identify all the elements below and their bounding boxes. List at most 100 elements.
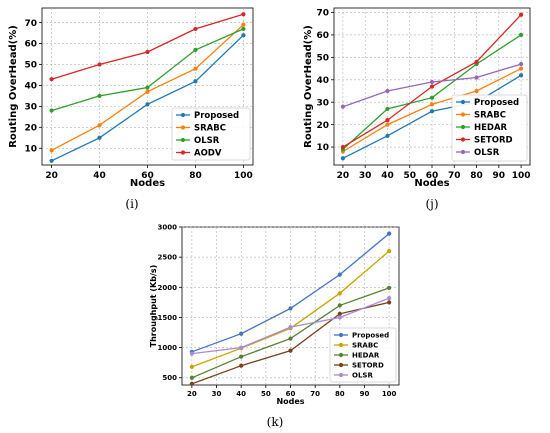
x-tick-label: 30 [212,390,222,398]
x-tick-label: 70 [448,171,461,181]
data-point-hedar [387,285,392,291]
y-tick-label: 10 [316,143,329,153]
legend-swatch-marker [180,125,186,130]
x-tick-label: 40 [381,171,394,181]
chart-caption: (k) [267,415,284,429]
legend-swatch-marker [180,137,186,143]
data-point-setord [474,59,479,64]
data-point-olsr [288,325,293,330]
y-tick-label: 20 [24,123,37,133]
y-tick-label: 3000 [158,223,178,231]
data-point-srabc [189,364,194,370]
data-point-proposed [239,331,244,336]
data-point-hedar [385,106,390,112]
data-point-proposed [288,306,293,311]
x-tick-label: 90 [360,390,370,398]
x-tick-label: 60 [141,171,154,181]
data-point-setord [387,300,392,305]
data-point-olsr [429,79,435,85]
y-tick-label: 40 [24,82,37,92]
chart-j: 20 30 40 50 60 70 80 90 10010203040506070NodesRo… [303,7,530,211]
data-point-olsr [385,88,390,94]
legend-entry-srabc: SRABC [474,110,506,120]
y-tick-label: 1500 [158,314,178,322]
legend-swatch-marker [338,342,344,348]
legend-entry-setord: SETORD [474,135,513,145]
data-point-olsr [239,345,244,350]
y-tick-label: 20 [316,121,329,131]
data-point-srabc [145,89,150,94]
x-axis-label: Nodes [414,178,449,189]
legend: Proposed SRABC OLSR AODV [171,107,251,161]
data-point-olsr [189,351,194,356]
chart-i: 20 40 60 80 100 10 20 30 40 50 60 70 Nodes Routing Ov… [8,7,254,211]
data-point-aodv [145,49,150,55]
x-tick-label: 60 [286,390,296,398]
legend-box [451,94,528,162]
data-point-proposed [97,135,102,140]
chart-k: 20 30 40 50 60 70 80 90 100 500 1000 1500 2000 2500 30… [149,223,400,429]
data-point-proposed [241,33,246,38]
y-tick-label: 500 [162,374,177,382]
data-point-proposed [387,231,392,236]
data-point-srabc [193,66,198,71]
data-point-olsr [337,315,342,320]
legend-entry-hedar: HEDAR [352,351,380,359]
y-tick-label: 50 [316,53,329,63]
legend-entry-proposed: Proposed [194,111,239,121]
legend-swatch-marker [460,137,466,142]
x-tick-label: 100 [382,390,397,398]
x-tick-label: 50 [403,171,416,181]
legend: Proposed SRABC HEDAR SETORD OLSR [329,327,397,383]
data-point-proposed [193,79,198,84]
data-point-aodv [241,12,246,17]
y-tick-label: 30 [24,103,37,113]
y-tick-label: 2500 [158,254,178,262]
data-point-proposed [340,156,346,161]
data-point-hedar [288,336,293,341]
data-point-olsr [49,108,54,113]
data-point-setord [288,348,293,353]
legend-entry-proposed: Proposed [474,98,519,108]
x-axis-label: Nodes [130,178,165,189]
data-point-srabc [337,291,342,296]
y-tick-label: 60 [24,40,37,50]
legend-entry-aodv: AODV [194,148,222,158]
legend-entry-proposed: Proposed [352,331,389,339]
legend-entry-hedar: HEDAR [474,123,508,133]
legend-entry-setord: SETORD [352,361,384,369]
data-point-olsr [241,26,246,32]
x-tick-label: 70 [310,390,320,398]
y-tick-label: 70 [316,9,329,19]
data-point-proposed [385,133,390,138]
data-point-setord [340,144,346,150]
data-point-aodv [193,26,198,32]
data-point-aodv [49,77,54,82]
data-point-hedar [239,354,244,359]
data-point-hedar [189,375,194,380]
legend-box [329,327,397,383]
x-tick-label: 100 [234,171,253,181]
x-tick-label: 30 [359,171,372,181]
legend-entry-olsr: OLSR [352,371,373,379]
legend-box [171,107,251,161]
data-point-olsr [193,47,198,52]
data-point-setord [337,311,342,316]
legend-swatch-marker [338,372,344,378]
data-point-setord [239,363,244,368]
data-point-hedar [518,32,524,38]
x-tick-label: 90 [493,171,506,181]
x-tick-label: 40 [93,171,106,181]
legend-swatch-marker [460,112,466,117]
data-point-hedar [429,95,435,100]
legend-swatch-marker [460,99,466,105]
legend-entry-srabc: SRABC [352,341,378,349]
legend-entry-olsr: OLSR [194,136,220,146]
y-tick-label: 50 [24,61,37,71]
data-point-srabc [474,88,479,94]
y-tick-label: 1000 [158,344,178,352]
x-tick-label: 80 [470,171,483,181]
y-tick-label: 60 [316,31,329,41]
legend-swatch-marker [338,352,344,358]
data-point-srabc [387,249,392,254]
